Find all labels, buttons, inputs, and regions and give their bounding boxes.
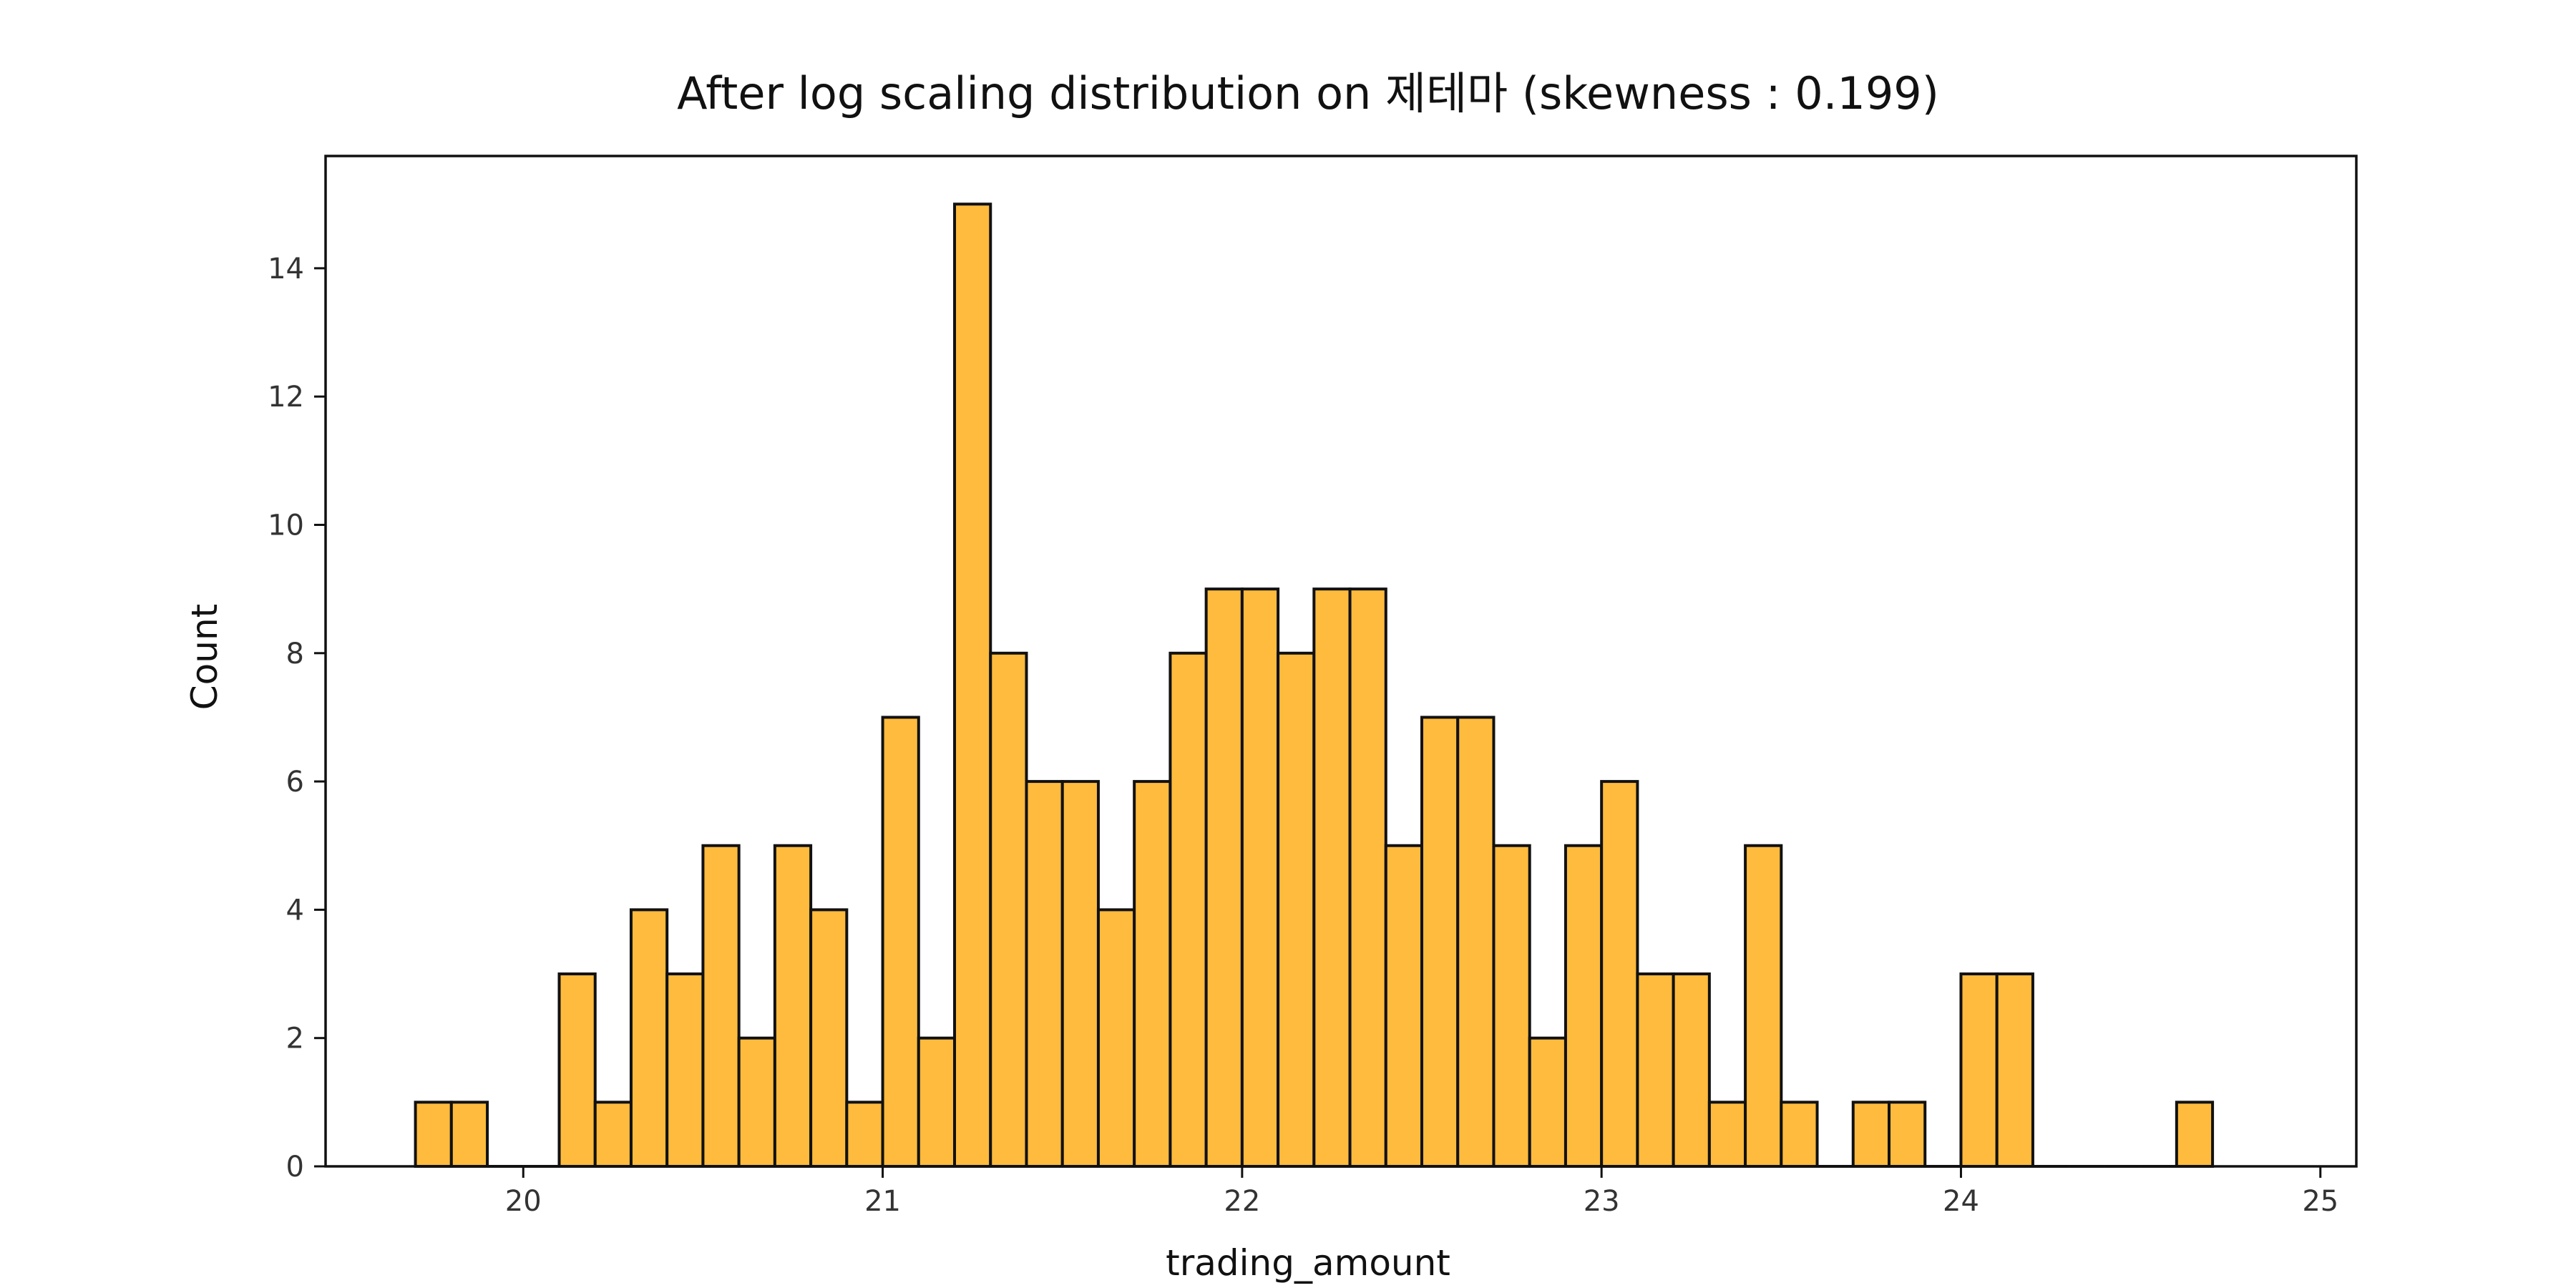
histogram-bar (1959, 972, 1999, 1168)
histogram-bar (1348, 587, 1387, 1168)
plot-frame (324, 155, 2358, 1168)
histogram-bar (1277, 651, 1316, 1168)
x-tick-label: 21 (864, 1185, 901, 1218)
histogram-bar (1672, 972, 1711, 1168)
histogram-bar (773, 844, 813, 1168)
chart-title: After log scaling distribution on 제테마 (s… (677, 67, 1939, 119)
histogram-bar (917, 1036, 957, 1168)
histogram-bar (1780, 1101, 1819, 1169)
x-tick-label: 24 (1943, 1185, 1979, 1218)
histogram-bar (809, 908, 849, 1169)
histogram-bar (1384, 844, 1424, 1168)
x-tick-label: 25 (2302, 1185, 2338, 1218)
x-axis-label: trading_amount (1166, 1242, 1450, 1284)
histogram-bar (989, 651, 1028, 1168)
histogram-bar (845, 1101, 884, 1169)
histogram-bar (737, 1036, 776, 1168)
histogram-bar (1492, 844, 1531, 1168)
histogram-bar (1600, 780, 1639, 1168)
histogram-bar (881, 716, 920, 1168)
x-tick-label: 23 (1584, 1185, 1620, 1218)
histogram-bar (953, 203, 992, 1169)
y-tick-label: 4 (286, 894, 304, 927)
histogram-bar (1133, 780, 1172, 1168)
y-tick-label: 14 (268, 253, 304, 286)
histogram-bar (557, 972, 597, 1168)
histogram-bar (1204, 587, 1244, 1168)
histogram-bar (701, 844, 741, 1168)
histogram-bar (1851, 1101, 1891, 1169)
histogram-bar (1636, 972, 1675, 1168)
histogram-bar (1456, 716, 1496, 1168)
y-tick-label: 6 (286, 766, 304, 799)
y-tick-label: 12 (268, 381, 304, 414)
y-tick-label: 2 (286, 1023, 304, 1055)
histogram-bar (1096, 908, 1136, 1169)
histogram-bar (1240, 587, 1280, 1168)
histogram-bar (1528, 1036, 1567, 1168)
histogram-bar (2175, 1101, 2215, 1169)
x-tick-label: 20 (505, 1185, 542, 1218)
y-axis-label: Count (184, 604, 225, 711)
histogram-bar (414, 1101, 453, 1169)
histogram-bar (1169, 651, 1208, 1168)
histogram-bar (1995, 972, 2034, 1168)
histogram-bar (593, 1101, 633, 1169)
histogram-bar (1744, 844, 1783, 1168)
bars-group (414, 203, 2215, 1169)
y-tick-label: 10 (268, 509, 304, 542)
histogram-bar (1563, 844, 1604, 1168)
y-tick-label: 0 (286, 1151, 304, 1184)
histogram-bar (1888, 1101, 1927, 1169)
histogram-bar (665, 972, 705, 1168)
x-tick-label: 22 (1224, 1185, 1260, 1218)
histogram-bar (449, 1101, 489, 1169)
histogram-bar (1025, 780, 1064, 1168)
histogram-bar (1060, 780, 1100, 1168)
histogram-bar (1707, 1101, 1747, 1169)
histogram-bar (629, 908, 669, 1169)
histogram-bar (1420, 716, 1460, 1168)
histogram-bar (1312, 587, 1352, 1168)
y-tick-label: 8 (286, 638, 304, 670)
